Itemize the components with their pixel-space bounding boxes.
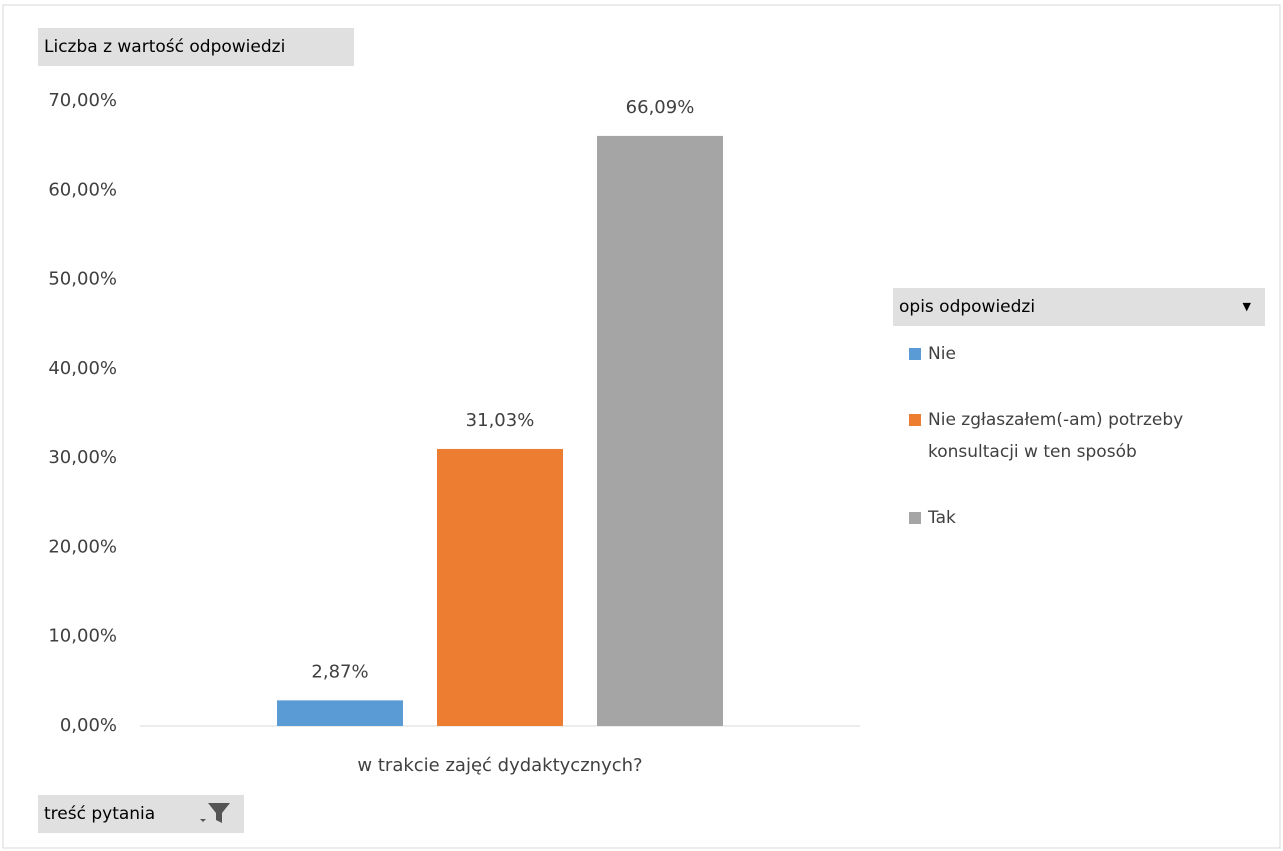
legend-header[interactable]: opis odpowiedzi ▼: [893, 288, 1265, 326]
chart-border: [2, 4, 1281, 849]
filter-icon[interactable]: [196, 799, 236, 829]
legend-label: Nie zgłaszałem(-am) potrzeby konsultacji…: [928, 410, 1184, 462]
bar: [597, 135, 723, 727]
legend-swatch: [909, 348, 921, 360]
legend-swatch: [909, 414, 921, 426]
legend-label: Nie: [928, 344, 956, 364]
legend: Nie Nie zgłaszałem(-am) potrzeby konsulta…: [909, 338, 1259, 568]
y-tick-label: 10,00%: [48, 626, 117, 647]
y-tick-label: 60,00%: [48, 179, 117, 200]
data-label: 31,03%: [466, 410, 535, 431]
data-label: 66,09%: [626, 97, 695, 118]
legend-entry: Nie zgłaszałem(-am) potrzeby konsultacji…: [909, 404, 1259, 468]
data-label: 2,87%: [311, 661, 368, 682]
y-tick-label: 30,00%: [48, 447, 117, 468]
y-tick-label: 70,00%: [48, 90, 117, 111]
filter-label: treść pytania: [44, 804, 156, 824]
legend-entry: Nie: [909, 338, 1259, 370]
filter-button[interactable]: treść pytania: [38, 795, 244, 833]
legend-swatch: [909, 512, 921, 524]
legend-title: opis odpowiedzi: [899, 297, 1036, 317]
y-tick-label: 50,00%: [48, 269, 117, 290]
legend-entry: Tak: [909, 502, 1259, 534]
legend-label: Tak: [928, 508, 956, 528]
bar: [437, 448, 563, 726]
bar: [277, 700, 403, 726]
chart-title: Liczba z wartość odpowiedzi: [38, 28, 354, 66]
x-tick-label: w trakcie zajęć dydaktycznych?: [357, 755, 642, 776]
y-tick-label: 0,00%: [60, 715, 117, 736]
dropdown-arrow[interactable]: ▼: [1242, 300, 1251, 313]
y-tick-label: 40,00%: [48, 358, 117, 379]
y-tick-label: 20,00%: [48, 536, 117, 557]
